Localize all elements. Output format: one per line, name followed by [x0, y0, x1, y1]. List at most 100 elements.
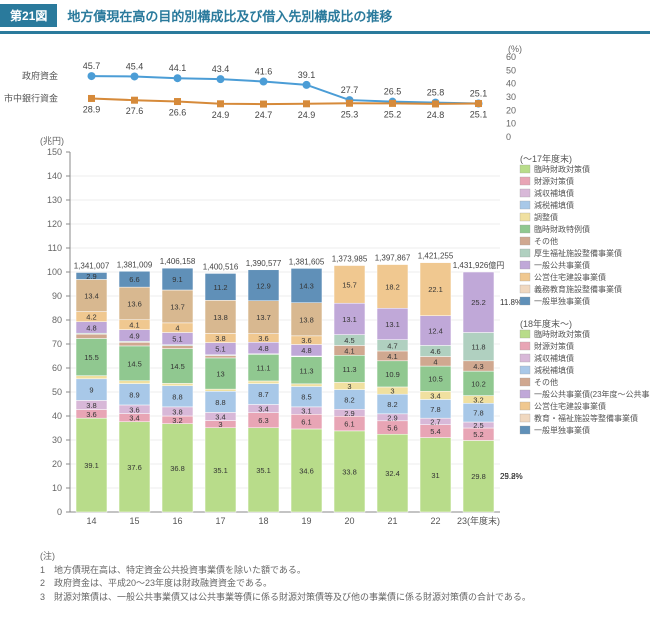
- svg-text:23(年度末): 23(年度末): [457, 515, 500, 526]
- svg-text:5.4: 5.4: [430, 427, 440, 436]
- svg-text:26.5: 26.5: [384, 87, 402, 97]
- svg-text:6.1: 6.1: [301, 418, 311, 427]
- svg-text:3.2: 3.2: [172, 416, 182, 425]
- svg-text:33.8: 33.8: [342, 467, 357, 476]
- svg-text:1,397,867: 1,397,867: [375, 254, 411, 263]
- svg-text:30: 30: [506, 92, 516, 102]
- svg-text:25.8: 25.8: [427, 88, 445, 98]
- svg-text:60: 60: [52, 363, 62, 373]
- svg-text:2.5: 2.5: [473, 421, 483, 430]
- svg-text:11.1: 11.1: [256, 364, 270, 373]
- svg-text:140: 140: [47, 171, 62, 181]
- svg-text:5.6: 5.6: [387, 424, 397, 433]
- svg-text:14.5: 14.5: [170, 362, 185, 371]
- svg-text:29.8: 29.8: [471, 472, 486, 481]
- svg-text:(18年度末～): (18年度末～): [520, 318, 572, 329]
- svg-text:80: 80: [52, 315, 62, 325]
- svg-text:臨時財政特例債: 臨時財政特例債: [534, 224, 590, 234]
- svg-text:6.3: 6.3: [258, 416, 268, 425]
- svg-text:4.1: 4.1: [387, 352, 397, 361]
- svg-text:2.9: 2.9: [344, 409, 354, 418]
- svg-text:臨時財政対策債: 臨時財政対策債: [534, 164, 590, 174]
- svg-text:4: 4: [433, 357, 437, 366]
- svg-text:公営住宅建設事業債: 公営住宅建設事業債: [534, 272, 606, 282]
- svg-text:8.2: 8.2: [387, 400, 397, 409]
- svg-text:90: 90: [52, 291, 62, 301]
- svg-text:その他: その他: [534, 236, 558, 246]
- svg-text:4: 4: [175, 324, 179, 333]
- svg-text:40: 40: [52, 411, 62, 421]
- svg-text:24.8: 24.8: [427, 110, 445, 120]
- svg-text:3.4: 3.4: [215, 412, 225, 421]
- svg-text:14: 14: [86, 516, 96, 526]
- svg-text:11.8%: 11.8%: [500, 298, 522, 307]
- svg-text:14.5: 14.5: [127, 359, 142, 368]
- svg-text:1,421,255: 1,421,255: [418, 252, 454, 261]
- svg-text:3.1: 3.1: [301, 407, 311, 416]
- svg-text:4.6: 4.6: [430, 347, 440, 356]
- svg-text:3.6: 3.6: [86, 410, 96, 419]
- svg-text:一般公共事業債(23年度～公共事業等債): 一般公共事業債(23年度～公共事業等債): [534, 389, 650, 399]
- svg-text:17: 17: [215, 516, 225, 526]
- svg-text:10.5: 10.5: [428, 375, 443, 384]
- svg-text:3.4: 3.4: [430, 391, 440, 400]
- svg-text:一般単独事業債: 一般単独事業債: [534, 425, 590, 435]
- svg-text:25.3: 25.3: [341, 109, 359, 119]
- chart: 0102030405060(%)45.745.444.143.441.639.1…: [0, 42, 650, 542]
- svg-text:一般公共事業債: 一般公共事業債: [534, 260, 590, 270]
- svg-text:34.6: 34.6: [299, 466, 314, 475]
- svg-text:100: 100: [47, 267, 62, 277]
- svg-text:50: 50: [506, 65, 516, 75]
- svg-text:20: 20: [344, 516, 354, 526]
- svg-text:7.8: 7.8: [430, 405, 440, 414]
- svg-text:45.7: 45.7: [83, 61, 101, 71]
- svg-text:0: 0: [57, 507, 62, 517]
- svg-text:1,373,985: 1,373,985: [332, 255, 368, 264]
- svg-text:39.1: 39.1: [84, 461, 99, 470]
- svg-text:3: 3: [347, 382, 351, 391]
- svg-text:45.4: 45.4: [126, 61, 144, 71]
- svg-text:5.2: 5.2: [473, 430, 483, 439]
- svg-text:130: 130: [47, 195, 62, 205]
- svg-text:3: 3: [390, 387, 394, 396]
- svg-text:1,390,577: 1,390,577: [246, 259, 282, 268]
- svg-text:20: 20: [52, 459, 62, 469]
- svg-text:11.2: 11.2: [213, 283, 227, 292]
- svg-text:1,341,007: 1,341,007: [74, 261, 110, 270]
- svg-text:4.8: 4.8: [301, 346, 311, 355]
- svg-text:30: 30: [52, 435, 62, 445]
- svg-text:10: 10: [52, 483, 62, 493]
- svg-text:25.1: 25.1: [470, 89, 488, 99]
- svg-text:35.1: 35.1: [213, 466, 228, 475]
- svg-text:15.5: 15.5: [84, 353, 99, 362]
- svg-text:37.6: 37.6: [127, 463, 142, 472]
- svg-text:10.2: 10.2: [471, 379, 486, 388]
- svg-text:10: 10: [506, 119, 516, 129]
- svg-text:31: 31: [431, 471, 439, 480]
- svg-text:15.7: 15.7: [342, 280, 357, 289]
- svg-text:13.7: 13.7: [170, 302, 185, 311]
- svg-text:15: 15: [129, 516, 139, 526]
- svg-text:3.6: 3.6: [301, 336, 311, 345]
- svg-text:(%): (%): [508, 44, 522, 54]
- svg-text:6.1: 6.1: [344, 420, 354, 429]
- svg-text:14.3: 14.3: [299, 282, 314, 291]
- figure-badge: 第21図: [0, 4, 57, 27]
- svg-text:13.1: 13.1: [342, 315, 357, 324]
- svg-text:4.3: 4.3: [473, 362, 483, 371]
- svg-text:41.6: 41.6: [255, 67, 273, 77]
- svg-text:25.2: 25.2: [471, 298, 486, 307]
- svg-text:市中銀行資金: 市中銀行資金: [4, 92, 58, 103]
- svg-text:70: 70: [52, 339, 62, 349]
- svg-text:13.4: 13.4: [84, 292, 99, 301]
- svg-text:13.1: 13.1: [385, 320, 400, 329]
- svg-text:9.1: 9.1: [172, 275, 182, 284]
- svg-text:8.8: 8.8: [215, 398, 225, 407]
- svg-text:13.8: 13.8: [213, 313, 228, 322]
- svg-text:22.1: 22.1: [428, 285, 443, 294]
- svg-text:3.6: 3.6: [258, 334, 268, 343]
- svg-text:公営住宅建設事業債: 公営住宅建設事業債: [534, 401, 606, 411]
- svg-text:3.2: 3.2: [473, 395, 483, 404]
- svg-text:政府資金: 政府資金: [22, 70, 58, 81]
- svg-text:(～17年度末): (～17年度末): [520, 153, 572, 164]
